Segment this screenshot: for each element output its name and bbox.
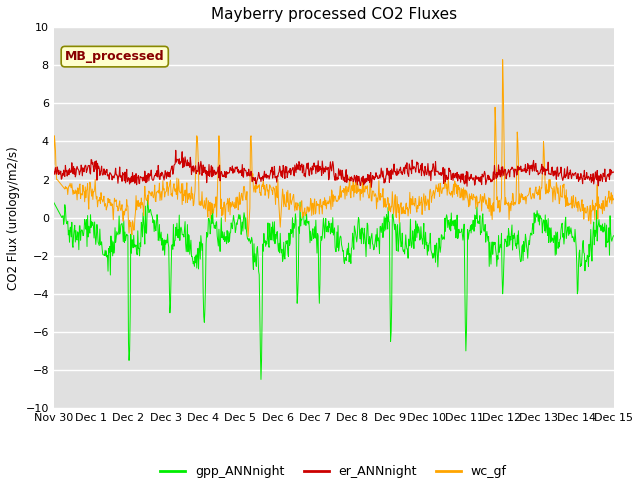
Text: MB_processed: MB_processed [65, 50, 164, 63]
Legend: gpp_ANNnight, er_ANNnight, wc_gf: gpp_ANNnight, er_ANNnight, wc_gf [156, 460, 512, 480]
Title: Mayberry processed CO2 Fluxes: Mayberry processed CO2 Fluxes [211, 7, 457, 22]
Y-axis label: CO2 Flux (urology/m2/s): CO2 Flux (urology/m2/s) [7, 146, 20, 289]
